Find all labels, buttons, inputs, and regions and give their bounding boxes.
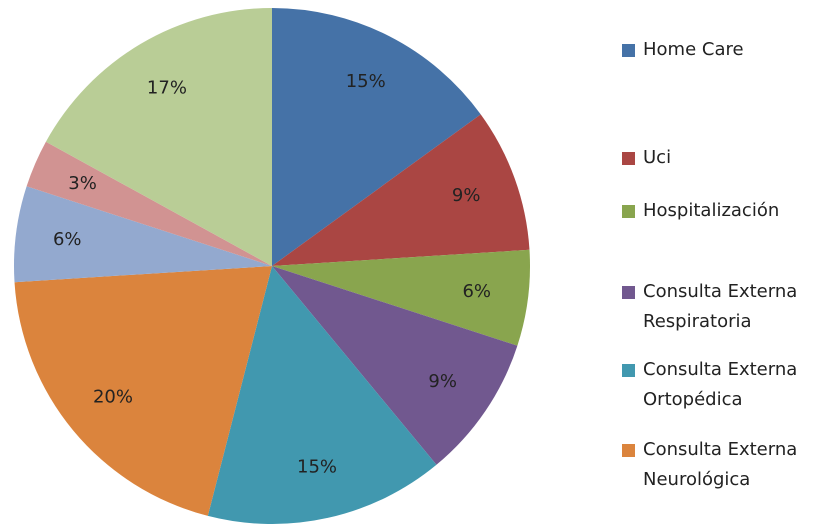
legend-label: Consulta Externa Respiratoria: [643, 281, 798, 332]
data-label: 15%: [297, 456, 337, 477]
pie-slice: [26, 141, 273, 266]
pie-slice: [272, 8, 481, 266]
legend-label: Consulta Externa Ortopédica: [643, 359, 798, 410]
pie-slice: [272, 266, 518, 465]
legend-item: Consulta Externa Respiratoria: [622, 277, 829, 337]
pie-slice: [272, 249, 530, 346]
data-label: 3%: [68, 173, 97, 194]
pie-slice: [207, 266, 437, 524]
legend-label: Consulta Externa Neurológica: [643, 439, 798, 490]
pie-slice: [14, 266, 273, 516]
legend-label: Uci: [643, 147, 672, 168]
data-label: 9%: [428, 371, 457, 392]
pie-slice: [272, 114, 530, 266]
legend-item: Home Care: [622, 35, 829, 65]
data-label: 9%: [452, 185, 481, 206]
legend-item: Consulta Externa Ortopédica: [622, 355, 829, 415]
legend-item: Uci: [622, 143, 829, 173]
legend-label: Hospitalización: [643, 200, 780, 221]
data-label: 17%: [147, 77, 187, 98]
legend-label: Home Care: [643, 39, 744, 60]
legend-item: Consulta Externa Neurológica: [622, 435, 829, 495]
pie-slice: [14, 186, 273, 283]
legend-swatch: [622, 286, 635, 299]
data-label: 20%: [93, 387, 133, 408]
data-label: 6%: [462, 281, 491, 302]
legend-swatch: [622, 444, 635, 457]
data-label: 6%: [53, 229, 82, 250]
legend-item: Hospitalización: [622, 196, 829, 226]
pie-slice: [45, 8, 273, 266]
data-label: 15%: [346, 71, 386, 92]
legend-swatch: [622, 364, 635, 377]
legend-swatch: [622, 44, 635, 57]
legend-swatch: [622, 152, 635, 165]
legend-swatch: [622, 205, 635, 218]
